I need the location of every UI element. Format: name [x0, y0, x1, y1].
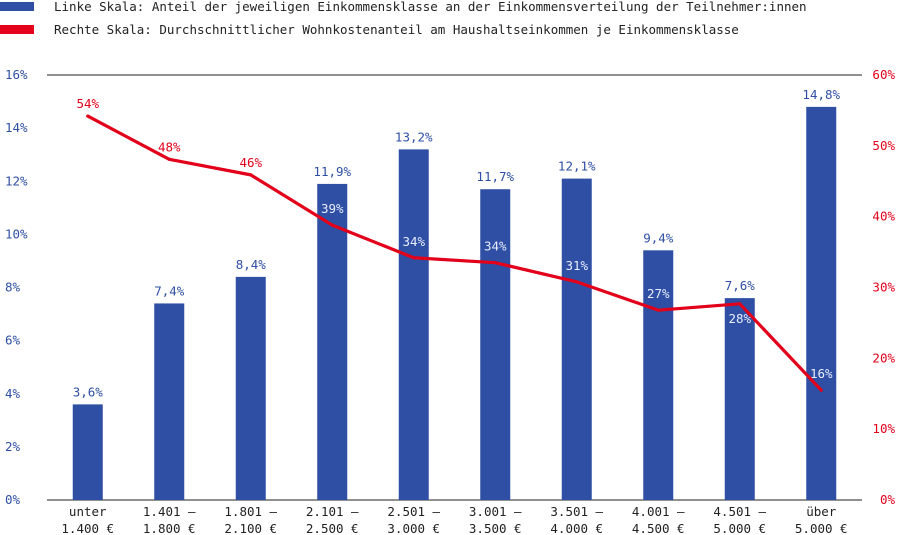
line-point [656, 308, 660, 312]
bar [72, 404, 103, 500]
bar-value-label: 8,4% [236, 257, 267, 272]
legend-swatch-line [0, 24, 34, 34]
y-left-tick-label: 2% [5, 439, 21, 454]
y-right-tick-label: 40% [872, 209, 895, 224]
bar [398, 149, 429, 500]
bar-value-label: 9,4% [643, 230, 674, 245]
bar-value-label: 11,7% [476, 169, 514, 184]
x-tick-label: 5.000 € [795, 521, 848, 535]
x-tick-label: 4.500 € [632, 521, 685, 535]
line-value-label: 54% [76, 96, 99, 111]
bar-value-label: 3,6% [73, 384, 104, 399]
line-value-label: 48% [158, 139, 181, 154]
x-tick-label: 2.101 – [306, 504, 359, 519]
line-value-label: 34% [484, 239, 507, 254]
x-tick-label: 3.501 – [550, 504, 603, 519]
legend-item-line: Rechte Skala: Durchschnittlicher Wohnkos… [0, 19, 739, 39]
bar-value-label: 7,6% [725, 278, 756, 293]
x-tick-label: 1.801 – [224, 504, 277, 519]
bar [154, 303, 185, 500]
line-point [167, 157, 171, 161]
x-tick-label: 3.500 € [469, 521, 522, 535]
legend-label-line: Rechte Skala: Durchschnittlicher Wohnkos… [54, 21, 739, 37]
line-point [330, 223, 334, 227]
y-left-tick-label: 6% [5, 333, 21, 348]
y-right-tick-label: 10% [872, 421, 895, 436]
bar [317, 183, 348, 500]
y-left-tick-label: 8% [5, 280, 21, 295]
line-value-label: 46% [239, 155, 262, 170]
bar [724, 298, 755, 500]
line-point [738, 302, 742, 306]
line-point [819, 388, 823, 392]
x-tick-label: 2.100 € [224, 521, 277, 535]
line-point [493, 261, 497, 265]
bar [643, 250, 674, 500]
x-tick-label: 1.400 € [61, 521, 114, 535]
x-tick-label: unter [69, 504, 107, 519]
line-point [575, 280, 579, 284]
bar [480, 189, 511, 500]
line-point [86, 114, 90, 118]
line-series [87, 114, 823, 392]
line-value-label: 31% [565, 258, 588, 273]
x-tick-label: 3.001 – [469, 504, 522, 519]
y-right-tick-label: 60% [872, 67, 895, 82]
bar-value-label: 14,8% [802, 87, 840, 102]
y-right-tick-label: 50% [872, 138, 895, 153]
x-tick-label: über [806, 504, 837, 519]
line-value-label: 27% [647, 286, 670, 301]
legend: Linke Skala: Anteil der jeweiligen Einko… [0, 0, 900, 44]
x-tick-label: 3.000 € [387, 521, 440, 535]
line-point [249, 173, 253, 177]
y-left-tick-label: 10% [5, 226, 28, 241]
x-tick-label: 4.501 – [713, 504, 766, 519]
line-value-label: 28% [728, 311, 751, 326]
x-tick-label: 5.000 € [713, 521, 766, 535]
line-value-label: 34% [402, 234, 425, 249]
y-left-tick-label: 16% [5, 67, 28, 82]
y-right-tick-label: 20% [872, 350, 895, 365]
legend-label-bars: Linke Skala: Anteil der jeweiligen Einko… [54, 0, 807, 14]
legend-item-bars: Linke Skala: Anteil der jeweiligen Einko… [0, 0, 807, 16]
bar-value-label: 12,1% [558, 159, 596, 174]
legend-swatch-bars [0, 1, 34, 11]
y-right-tick-label: 30% [872, 280, 895, 295]
x-tick-label: 2.501 – [387, 504, 440, 519]
line-point [412, 256, 416, 260]
bar-value-label: 13,2% [395, 129, 433, 144]
x-tick-label: 2.500 € [306, 521, 359, 535]
line-value-label: 16% [810, 366, 833, 381]
bar-value-label: 7,4% [154, 283, 185, 298]
y-left-tick-label: 14% [5, 120, 28, 135]
bar [561, 178, 592, 500]
y-right-tick-label: 0% [880, 492, 896, 507]
y-left-tick-label: 12% [5, 173, 28, 188]
bar [235, 276, 266, 500]
x-tick-label: 1.401 – [143, 504, 196, 519]
x-tick-label: 4.001 – [632, 504, 685, 519]
y-left-tick-label: 0% [5, 492, 21, 507]
bar-value-label: 11,9% [313, 164, 351, 179]
x-tick-label: 1.800 € [143, 521, 196, 535]
line-value-label: 39% [321, 201, 344, 216]
x-tick-label: 4.000 € [550, 521, 603, 535]
y-left-tick-label: 4% [5, 386, 21, 401]
bar [806, 106, 837, 500]
